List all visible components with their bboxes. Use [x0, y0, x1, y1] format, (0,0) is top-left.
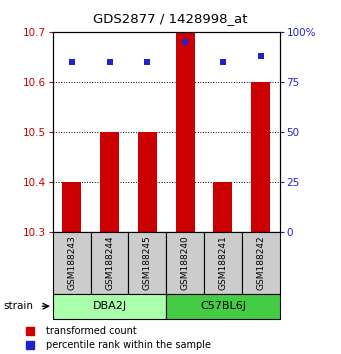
- Bar: [166, 232, 204, 294]
- Text: GSM188243: GSM188243: [67, 235, 76, 290]
- Bar: [176, 32, 195, 232]
- Bar: [100, 132, 119, 232]
- Bar: [213, 182, 232, 232]
- Bar: [91, 232, 129, 294]
- Text: percentile rank within the sample: percentile rank within the sample: [46, 340, 211, 350]
- Text: transformed count: transformed count: [46, 326, 137, 336]
- Bar: [53, 294, 166, 319]
- Bar: [204, 232, 242, 294]
- Text: GSM188242: GSM188242: [256, 235, 265, 290]
- Text: GDS2877 / 1428998_at: GDS2877 / 1428998_at: [93, 12, 248, 25]
- Text: C57BL6J: C57BL6J: [200, 301, 246, 311]
- Bar: [129, 232, 166, 294]
- Bar: [251, 82, 270, 232]
- Bar: [62, 182, 81, 232]
- Bar: [166, 294, 280, 319]
- Bar: [138, 132, 157, 232]
- Text: strain: strain: [3, 301, 33, 311]
- Bar: [53, 232, 91, 294]
- Text: GSM188244: GSM188244: [105, 235, 114, 290]
- Text: GSM188241: GSM188241: [219, 235, 227, 290]
- Text: DBA2J: DBA2J: [92, 301, 127, 311]
- Text: GSM188240: GSM188240: [181, 235, 190, 290]
- Bar: [242, 232, 280, 294]
- Text: GSM188245: GSM188245: [143, 235, 152, 290]
